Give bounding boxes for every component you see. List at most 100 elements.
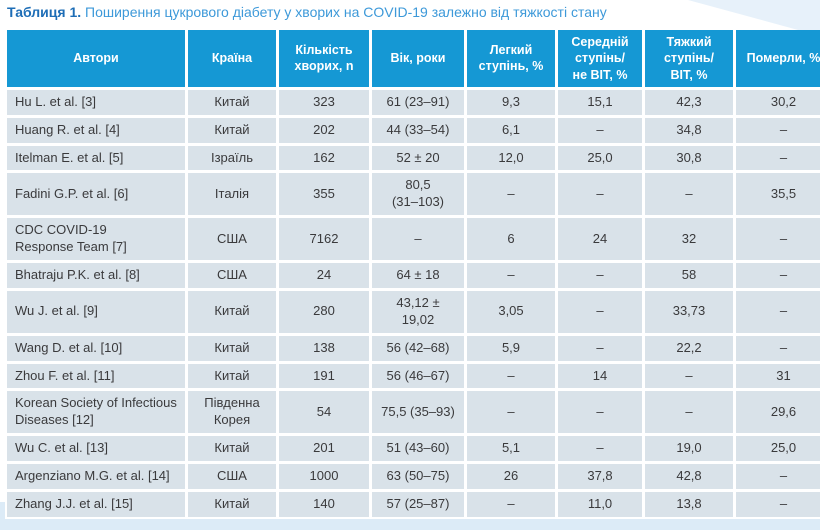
column-header-patient-count: Кількість хворих, n: [279, 30, 369, 87]
cell-author: Zhou F. et al. [11]: [7, 363, 185, 389]
cell-severe: 19,0: [645, 436, 733, 462]
column-header-mild: Легкий ступінь, %: [467, 30, 555, 87]
cell-moderate: –: [558, 335, 642, 361]
cell-moderate: 24: [558, 218, 642, 260]
cell-author: Bhatraju P.K. et al. [8]: [7, 262, 185, 288]
cell-country: Китай: [188, 89, 276, 115]
cell-severe: 33,73: [645, 290, 733, 333]
cell-age: 80,5 (31–103): [372, 173, 464, 216]
table-row: Wu C. et al. [13] Китай 201 51 (43–60) 5…: [7, 436, 820, 462]
cell-country: Китай: [188, 363, 276, 389]
cell-died: 30,2: [736, 89, 820, 115]
cell-author: Itelman E. et al. [5]: [7, 145, 185, 171]
column-header-country: Країна: [188, 30, 276, 87]
cell-country: Китай: [188, 492, 276, 517]
cell-country: Китай: [188, 117, 276, 143]
cell-severe: –: [645, 391, 733, 434]
cell-died: 29,6: [736, 391, 820, 434]
cell-died: –: [736, 145, 820, 171]
cell-n: 323: [279, 89, 369, 115]
cell-author: Hu L. et al. [3]: [7, 89, 185, 115]
cell-severe: 34,8: [645, 117, 733, 143]
cell-author: Wu C. et al. [13]: [7, 436, 185, 462]
cell-n: 162: [279, 145, 369, 171]
cell-mild: 6,1: [467, 117, 555, 143]
cell-severe: 30,8: [645, 145, 733, 171]
cell-n: 7162: [279, 218, 369, 260]
cell-moderate: –: [558, 117, 642, 143]
table-row: Zhou F. et al. [11] Китай 191 56 (46–67)…: [7, 363, 820, 389]
cell-age: 61 (23–91): [372, 89, 464, 115]
cell-country: Ізраїль: [188, 145, 276, 171]
cell-author: Argenziano M.G. et al. [14]: [7, 464, 185, 489]
cell-age: 57 (25–87): [372, 492, 464, 517]
cell-country: Китай: [188, 436, 276, 462]
cell-n: 280: [279, 290, 369, 333]
cell-mild: 3,05: [467, 290, 555, 333]
cell-severe: –: [645, 363, 733, 389]
cell-age: 52 ± 20: [372, 145, 464, 171]
table-row: Wu J. et al. [9] Китай 280 43,12 ± 19,02…: [7, 290, 820, 333]
table-row: Bhatraju P.K. et al. [8] США 24 64 ± 18 …: [7, 262, 820, 288]
cell-died: –: [736, 492, 820, 517]
column-header-moderate: Середній ступінь/ не ВІТ, %: [558, 30, 642, 87]
cell-mild: –: [467, 391, 555, 434]
cell-severe: 42,8: [645, 464, 733, 489]
cell-died: 35,5: [736, 173, 820, 216]
cell-died: –: [736, 464, 820, 489]
cell-mild: 12,0: [467, 145, 555, 171]
cell-author: Huang R. et al. [4]: [7, 117, 185, 143]
cell-severe: 58: [645, 262, 733, 288]
cell-moderate: 11,0: [558, 492, 642, 517]
cell-age: 51 (43–60): [372, 436, 464, 462]
cell-died: 31: [736, 363, 820, 389]
cell-author: Fadini G.P. et al. [6]: [7, 173, 185, 216]
cell-moderate: –: [558, 262, 642, 288]
cell-age: 56 (46–67): [372, 363, 464, 389]
cell-died: –: [736, 117, 820, 143]
cell-author: Zhang J.J. et al. [15]: [7, 492, 185, 517]
cell-moderate: 15,1: [558, 89, 642, 115]
cell-n: 138: [279, 335, 369, 361]
cell-n: 355: [279, 173, 369, 216]
cell-n: 1000: [279, 464, 369, 489]
cell-moderate: –: [558, 173, 642, 216]
cell-moderate: –: [558, 290, 642, 333]
cell-n: 24: [279, 262, 369, 288]
cell-n: 191: [279, 363, 369, 389]
cell-severe: 42,3: [645, 89, 733, 115]
table-row: Itelman E. et al. [5] Ізраїль 162 52 ± 2…: [7, 145, 820, 171]
cell-author: Wu J. et al. [9]: [7, 290, 185, 333]
cell-mild: 6: [467, 218, 555, 260]
table-row: Argenziano M.G. et al. [14] США 1000 63 …: [7, 464, 820, 489]
cell-age: –: [372, 218, 464, 260]
cell-mild: –: [467, 262, 555, 288]
cell-country: США: [188, 218, 276, 260]
cell-mild: 26: [467, 464, 555, 489]
cell-author: Wang D. et al. [10]: [7, 335, 185, 361]
table-row: Zhang J.J. et al. [15] Китай 140 57 (25–…: [7, 492, 820, 517]
cell-mild: 9,3: [467, 89, 555, 115]
table-caption-number: Таблиця 1.: [7, 4, 82, 20]
cell-country: США: [188, 464, 276, 489]
cell-n: 201: [279, 436, 369, 462]
cell-age: 56 (42–68): [372, 335, 464, 361]
cell-n: 54: [279, 391, 369, 434]
cell-severe: 22,2: [645, 335, 733, 361]
cell-mild: –: [467, 363, 555, 389]
cell-died: –: [736, 262, 820, 288]
table-row: Huang R. et al. [4] Китай 202 44 (33–54)…: [7, 117, 820, 143]
cell-n: 140: [279, 492, 369, 517]
cell-country: США: [188, 262, 276, 288]
cell-country: Італія: [188, 173, 276, 216]
cell-moderate: –: [558, 436, 642, 462]
cell-died: –: [736, 335, 820, 361]
cell-mild: –: [467, 173, 555, 216]
cell-author: CDC COVID-19 Response Team [7]: [7, 218, 185, 260]
cell-moderate: 37,8: [558, 464, 642, 489]
cell-age: 43,12 ± 19,02: [372, 290, 464, 333]
cell-age: 63 (50–75): [372, 464, 464, 489]
table-row: Wang D. et al. [10] Китай 138 56 (42–68)…: [7, 335, 820, 361]
header-row: Автори Країна Кількість хворих, n Вік, р…: [7, 30, 820, 87]
diabetes-prevalence-table: Автори Країна Кількість хворих, n Вік, р…: [4, 27, 820, 520]
